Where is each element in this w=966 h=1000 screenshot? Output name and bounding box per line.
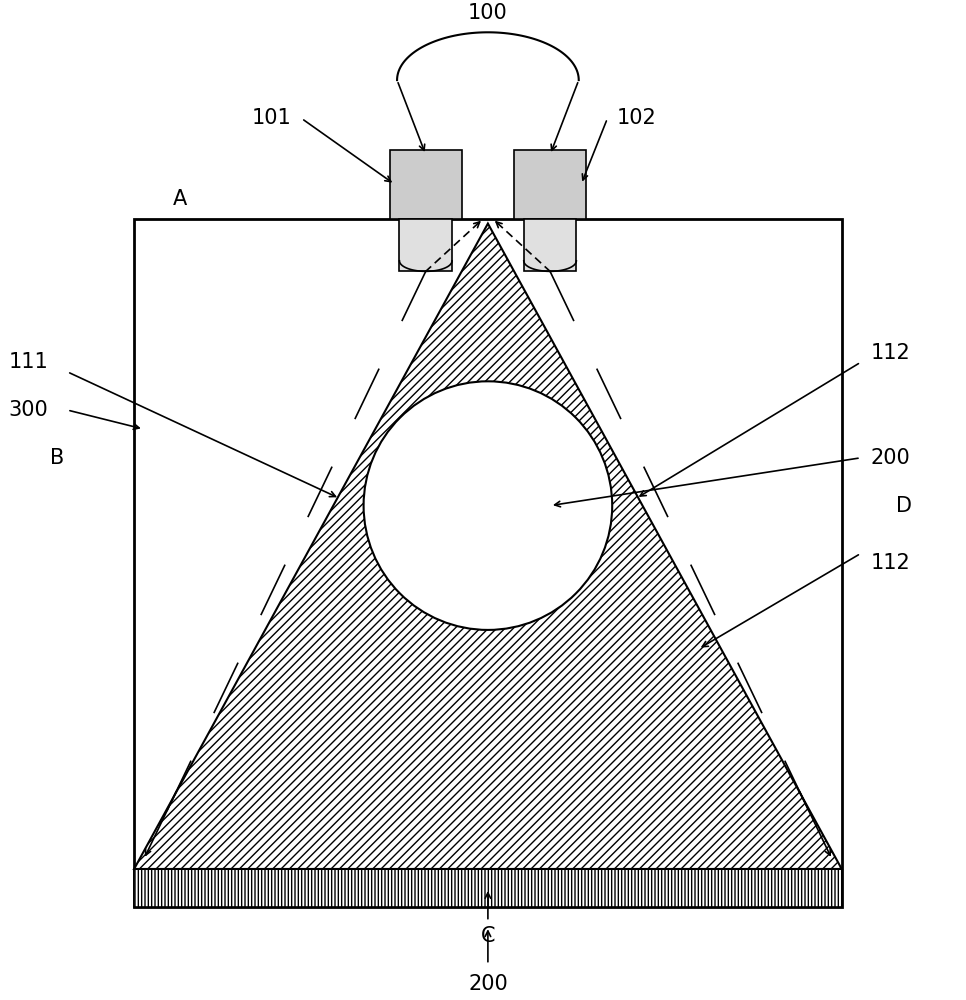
Bar — [390, 150, 462, 219]
Text: 300: 300 — [9, 400, 48, 420]
Text: 101: 101 — [252, 108, 292, 128]
Bar — [134, 219, 841, 907]
Text: 200: 200 — [469, 974, 508, 994]
Bar — [524, 219, 577, 271]
Text: D: D — [895, 496, 912, 516]
Bar — [400, 219, 452, 271]
Text: A: A — [172, 189, 186, 209]
Text: B: B — [50, 448, 65, 468]
Text: 112: 112 — [870, 553, 910, 573]
Text: 200: 200 — [870, 448, 910, 468]
Text: 112: 112 — [870, 343, 910, 363]
Text: C: C — [481, 926, 496, 946]
Text: 102: 102 — [617, 108, 657, 128]
Bar — [134, 869, 841, 907]
Text: 100: 100 — [469, 3, 508, 23]
Text: 111: 111 — [9, 352, 48, 372]
Bar — [514, 150, 586, 219]
Circle shape — [363, 381, 612, 630]
Polygon shape — [134, 224, 841, 869]
